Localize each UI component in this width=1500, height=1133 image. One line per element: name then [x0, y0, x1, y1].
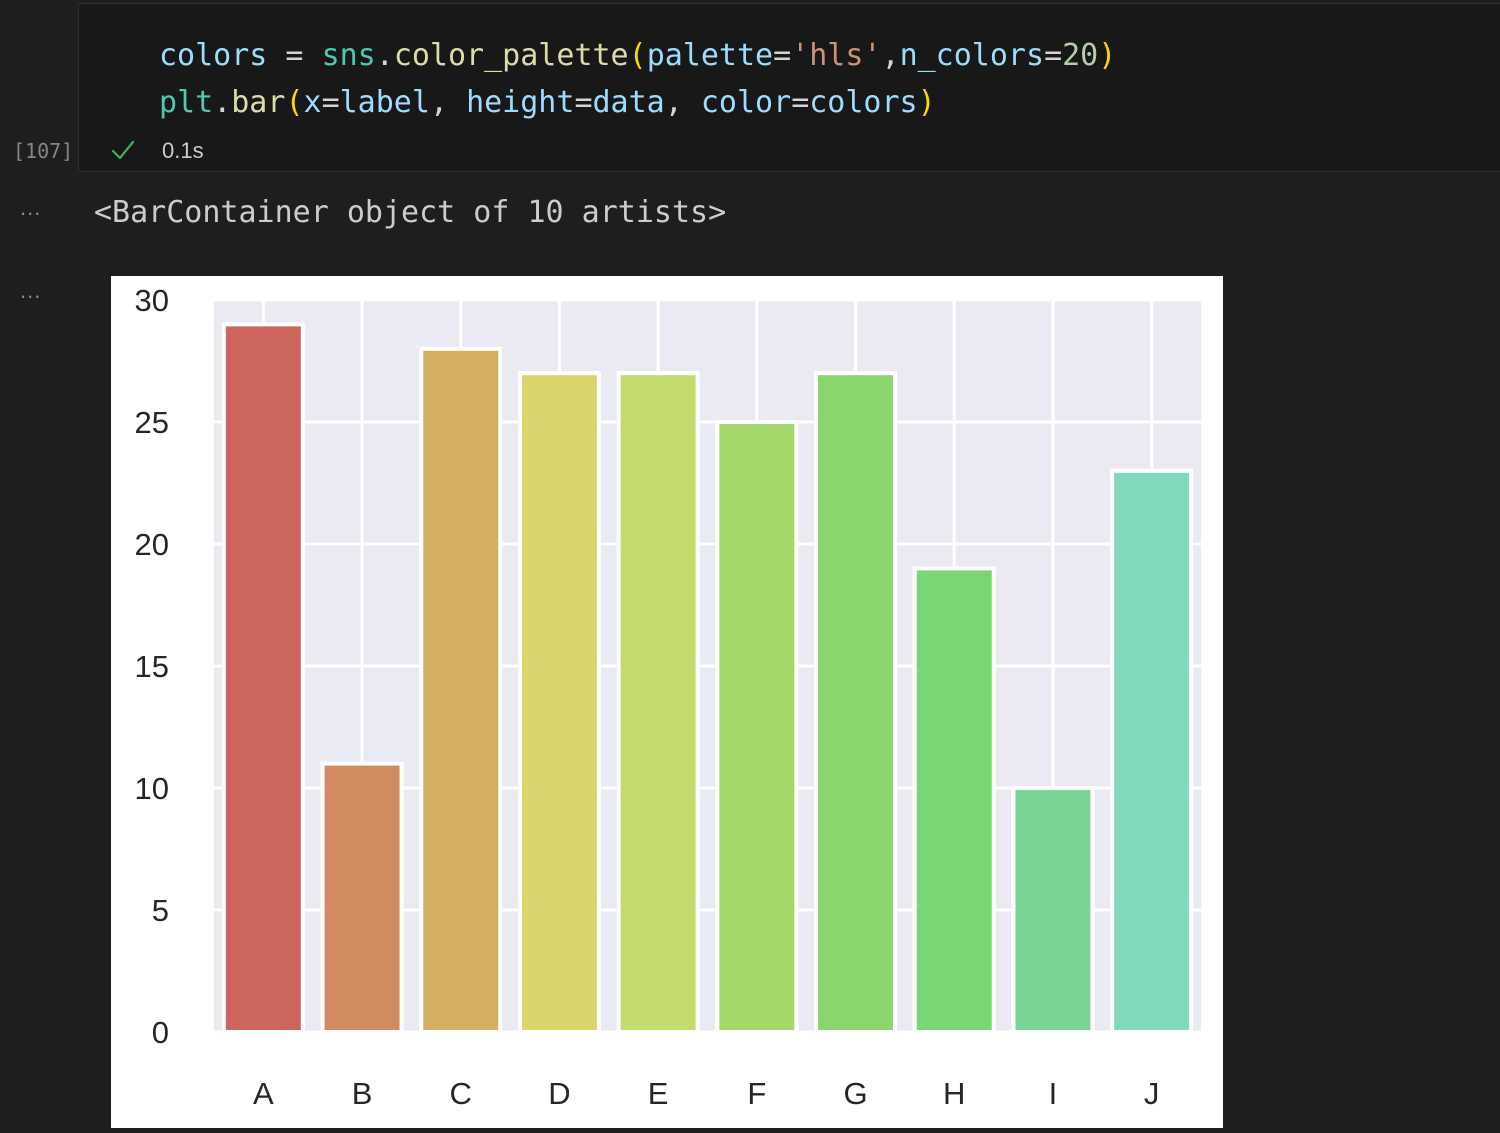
code-line: plt.bar(x=label, height=data, color=colo…: [159, 79, 1116, 126]
code-token: 20: [1062, 38, 1099, 73]
code-token: color: [700, 85, 792, 120]
code-token: x: [303, 85, 322, 120]
bar: [715, 420, 799, 1034]
x-tick-label: A: [253, 1076, 274, 1111]
x-tick-label: I: [1049, 1076, 1058, 1111]
x-tick-label: F: [747, 1076, 766, 1111]
bar: [1110, 468, 1194, 1035]
x-tick-label: B: [352, 1076, 373, 1111]
y-tick-label: 0: [152, 1015, 169, 1050]
code-token: =: [574, 85, 593, 120]
code-token: =: [321, 85, 340, 120]
y-tick-label: 25: [135, 405, 169, 440]
x-tick-label: C: [450, 1076, 472, 1111]
code-token: ,: [664, 85, 701, 120]
y-tick-label: 5: [152, 893, 169, 928]
code-editor[interactable]: colors = sns.color_palette(palette='hls'…: [159, 32, 1116, 126]
bar-chart: 0 5 10 15 20 25 30 A B C D E F G H I J: [135, 283, 1201, 1111]
x-tick-label: H: [943, 1076, 965, 1111]
output-text: <BarContainer object of 10 artists>: [94, 195, 727, 230]
code-line: colors = sns.color_palette(palette='hls'…: [159, 32, 1116, 79]
y-tick-label: 10: [135, 771, 169, 806]
code-token: height: [466, 85, 575, 120]
bar: [517, 371, 601, 1034]
code-token: (: [285, 85, 304, 120]
code-cell[interactable]: colors = sns.color_palette(palette='hls'…: [78, 3, 1500, 172]
execution-count: [107]: [13, 139, 74, 163]
bar: [912, 566, 996, 1034]
output-collapse-toggle[interactable]: ...: [20, 195, 42, 220]
bar: [221, 322, 305, 1034]
code-token: ): [1098, 38, 1117, 73]
code-token: data: [592, 85, 665, 120]
y-tick-label: 15: [135, 649, 169, 684]
code-token: colors: [809, 85, 918, 120]
bar: [419, 346, 503, 1035]
code-token: ,: [429, 85, 467, 120]
code-token: label: [339, 85, 430, 120]
code-token: .: [213, 85, 232, 120]
code-token: ): [917, 85, 936, 120]
y-tick-label: 30: [135, 283, 169, 318]
x-tick-label: J: [1144, 1076, 1160, 1111]
x-tick-label: E: [648, 1076, 669, 1111]
bar: [320, 761, 404, 1034]
bar: [1011, 786, 1095, 1034]
check-icon: [111, 140, 135, 160]
code-token: =: [791, 85, 810, 120]
code-token: bar: [231, 85, 286, 120]
code-token: plt: [159, 85, 214, 120]
y-tick-label: 20: [135, 527, 169, 562]
code-token: =: [267, 38, 322, 73]
code-token: color_palette: [393, 38, 629, 73]
code-token: .: [375, 38, 394, 73]
code-token: n_colors: [899, 38, 1045, 73]
bar: [814, 371, 898, 1034]
code-token: sns: [321, 38, 376, 73]
execution-time: 0.1s: [162, 138, 204, 163]
bar: [616, 371, 700, 1034]
code-token: (: [628, 38, 647, 73]
x-tick-label: D: [548, 1076, 570, 1111]
code-token: ,: [881, 38, 900, 73]
code-token: =: [773, 38, 792, 73]
figure-collapse-toggle[interactable]: ...: [20, 278, 42, 303]
code-token: =: [1044, 38, 1063, 73]
code-token: 'hls': [791, 38, 882, 73]
x-tick-label: G: [843, 1076, 867, 1111]
code-token: palette: [646, 38, 774, 73]
chart-figure: 0 5 10 15 20 25 30 A B C D E F G H I J: [111, 276, 1223, 1128]
code-token: colors: [159, 38, 268, 73]
